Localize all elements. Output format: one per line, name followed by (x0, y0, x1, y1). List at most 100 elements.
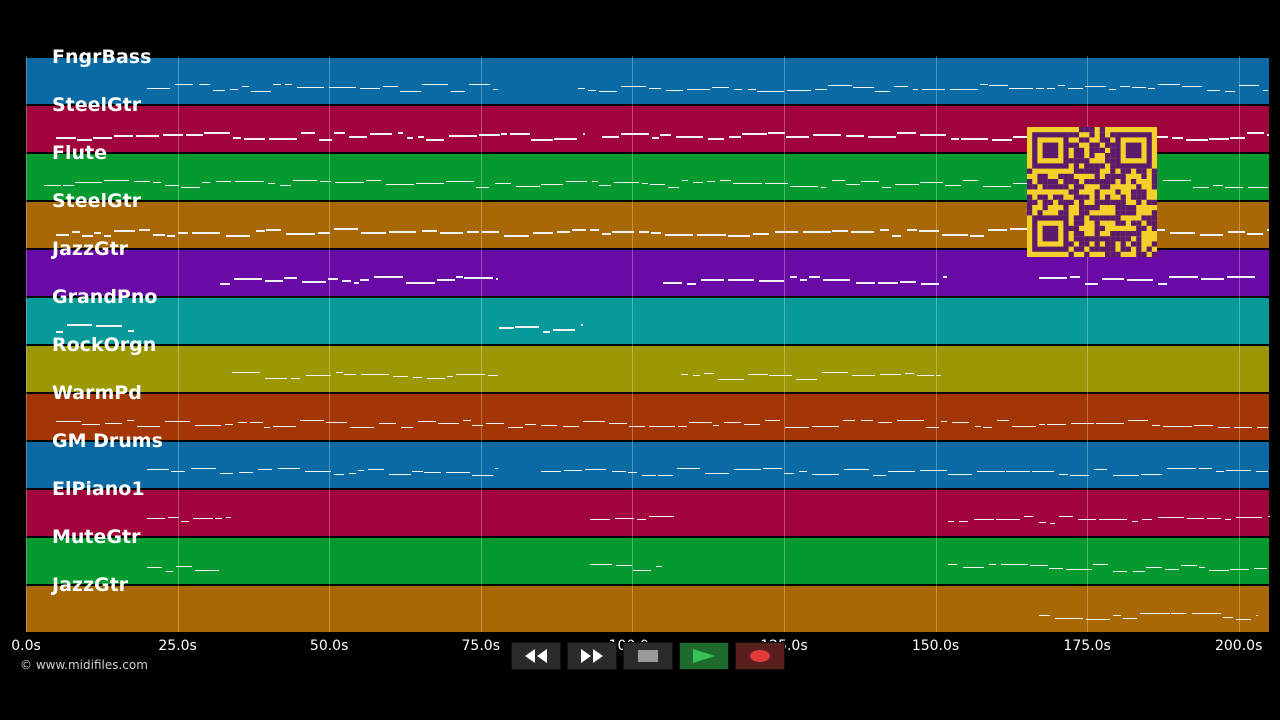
midi-note (334, 228, 358, 230)
midi-note (1267, 229, 1270, 231)
midi-note (913, 89, 919, 90)
track-row[interactable]: MuteGtr (26, 526, 1269, 584)
midi-note (202, 182, 211, 183)
midi-note (925, 427, 939, 428)
midi-note (350, 427, 374, 428)
track-row[interactable]: FngrBass (26, 46, 1269, 104)
midi-note (1131, 87, 1147, 88)
midi-note (949, 89, 979, 90)
midi-note (1162, 426, 1192, 427)
midi-note (845, 135, 865, 137)
play-button[interactable] (679, 642, 729, 670)
midi-note (397, 132, 404, 134)
midi-note (785, 427, 810, 428)
midi-note (705, 473, 729, 474)
midi-note (1049, 568, 1064, 569)
midi-note (564, 470, 583, 471)
midi-note (238, 472, 253, 473)
time-tick-label: 25.0s (158, 638, 197, 654)
midi-note (950, 138, 960, 140)
midi-note (1171, 613, 1187, 614)
midi-note (175, 84, 194, 85)
midi-note (1132, 571, 1145, 572)
midi-note (498, 327, 514, 329)
track-row[interactable]: RockOrgn (26, 334, 1269, 392)
qr-code-icon (1027, 127, 1157, 257)
midi-note (628, 472, 638, 473)
midi-note (1141, 519, 1153, 520)
track-row[interactable]: GM Drums (26, 430, 1269, 488)
midi-note (877, 282, 898, 284)
midi-note (947, 521, 955, 522)
midi-note (851, 231, 874, 233)
midi-note (962, 567, 984, 568)
track-row[interactable]: ElPiano1 (26, 478, 1270, 536)
time-tick-label: 175.0s (1063, 638, 1111, 654)
midi-note (1200, 234, 1224, 236)
midi-note (507, 427, 523, 428)
midi-note (1085, 86, 1106, 87)
midi-note (292, 180, 318, 181)
track-name: WarmPd (52, 382, 142, 404)
record-button[interactable] (735, 642, 785, 670)
midi-note (1207, 518, 1222, 519)
track-row[interactable]: GrandPno (26, 286, 1269, 344)
midi-note (742, 133, 767, 135)
midi-note (1198, 567, 1205, 568)
fast-forward-button[interactable] (567, 642, 617, 670)
stop-button[interactable] (623, 642, 673, 670)
midi-note (687, 283, 697, 285)
midi-note (1199, 468, 1213, 469)
fast-forward-icon (581, 649, 603, 663)
midi-note (421, 230, 437, 232)
midi-note (360, 279, 369, 281)
midi-note (273, 426, 297, 427)
rewind-button[interactable] (511, 642, 561, 670)
midi-note (997, 420, 1010, 421)
midi-note (495, 468, 498, 469)
midi-note (1145, 567, 1163, 568)
piano-roll[interactable]: FngrBass SteelGtr Flute SteelGtr JazzGtr Gran… (26, 46, 1270, 632)
midi-note (365, 180, 381, 181)
midi-note (215, 181, 232, 182)
midi-note (242, 86, 249, 87)
midi-note (1120, 86, 1131, 87)
midi-note (1223, 617, 1234, 618)
midi-note (920, 182, 943, 183)
midi-note (815, 89, 827, 90)
midi-note (357, 470, 365, 471)
track-row[interactable]: JazzGtr (26, 574, 1269, 632)
midi-note (1227, 276, 1255, 278)
midi-note (774, 231, 799, 233)
track-row[interactable]: WarmPd (26, 382, 1269, 440)
midi-note (565, 181, 587, 182)
midi-note (1127, 279, 1154, 281)
midi-note (764, 420, 781, 421)
midi-note (681, 180, 688, 181)
midi-note (712, 87, 729, 88)
midi-note (400, 427, 413, 428)
midi-note (532, 232, 553, 234)
midi-note (768, 132, 786, 134)
midi-note (973, 519, 994, 520)
midi-note (440, 232, 463, 234)
midi-note (812, 474, 839, 475)
midi-note (462, 420, 471, 421)
midi-note (496, 278, 499, 280)
midi-note (614, 182, 640, 183)
midi-note (802, 231, 831, 233)
midi-note (334, 182, 364, 183)
record-icon (750, 650, 770, 662)
midi-note (651, 137, 659, 139)
midi-note (700, 279, 725, 281)
midi-note (1263, 90, 1268, 91)
midi-note (456, 276, 463, 278)
track-name: RockOrgn (52, 334, 157, 356)
track-name: JazzGtr (52, 574, 129, 596)
midi-note (334, 474, 344, 475)
midi-note (752, 233, 770, 235)
midi-note (1256, 427, 1268, 428)
midi-note (482, 231, 500, 233)
midi-note (918, 230, 939, 232)
midi-note (1123, 618, 1138, 619)
